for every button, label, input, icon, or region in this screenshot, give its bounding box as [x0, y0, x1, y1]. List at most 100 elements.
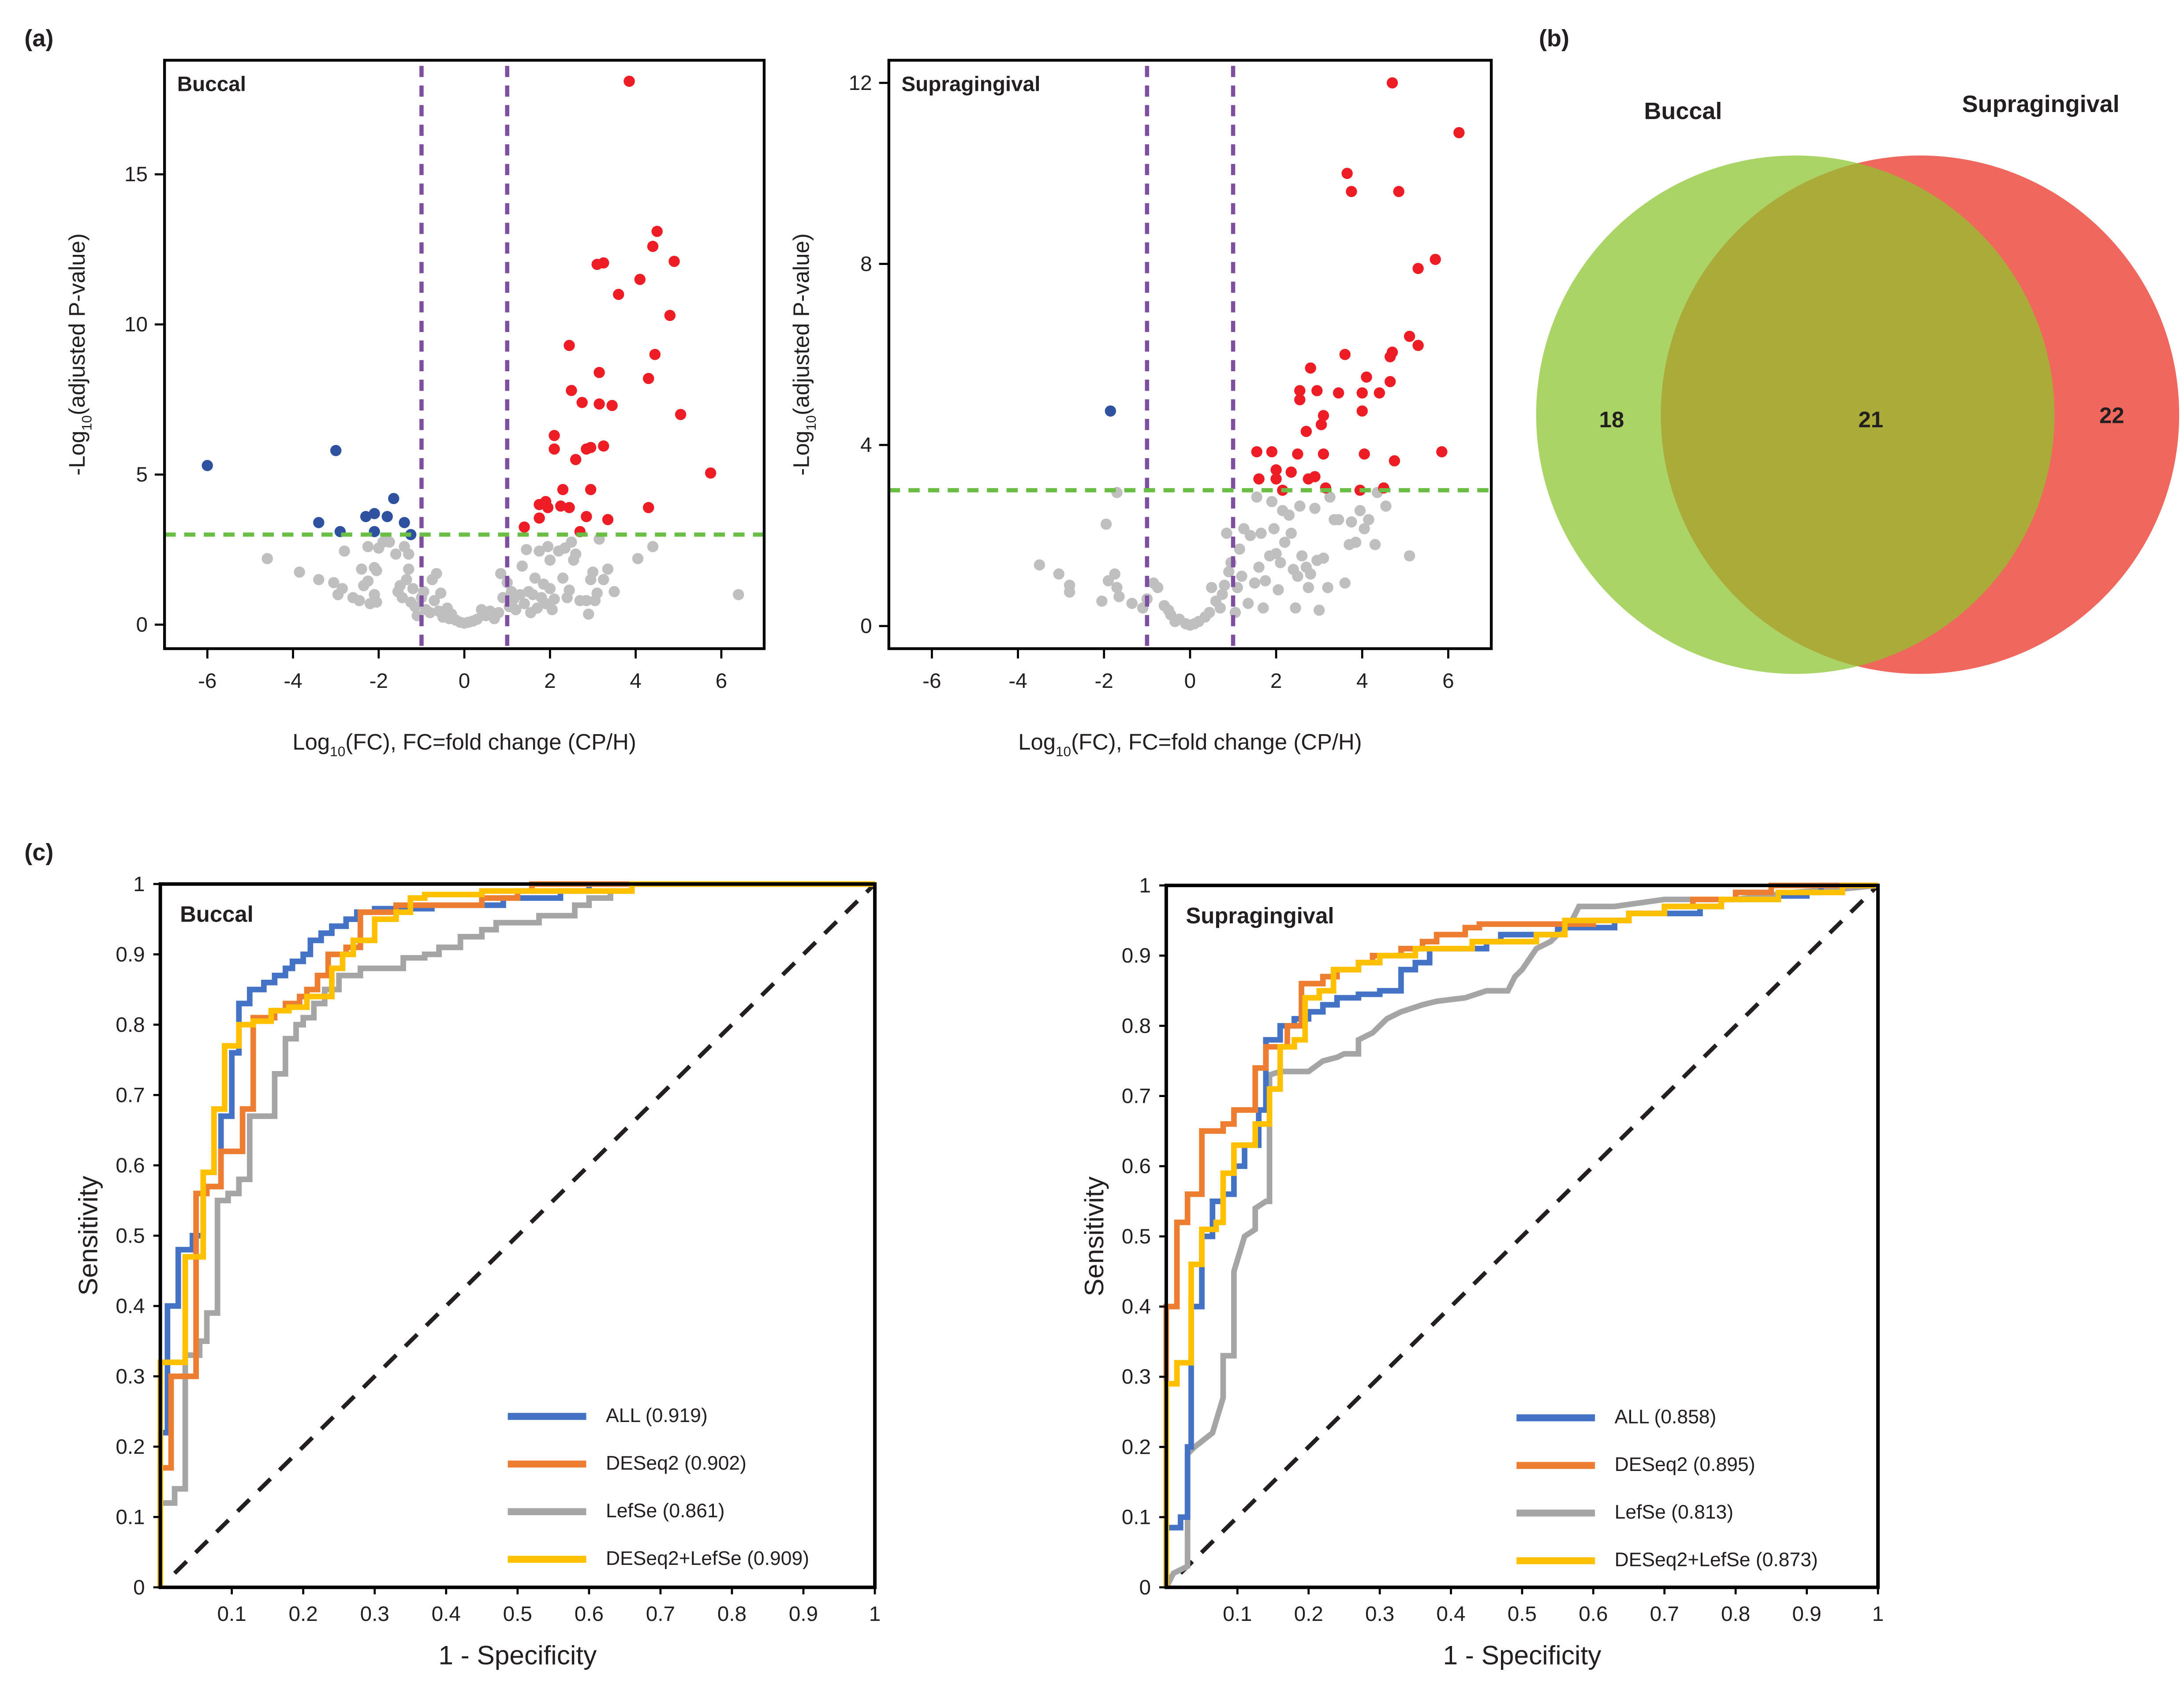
- y-axis-label: -Log10(adjusted P-value): [789, 233, 819, 475]
- point-upregulated: [1294, 394, 1306, 406]
- point-not-significant: [583, 608, 594, 620]
- y-tick-label: 0.9: [1122, 944, 1151, 967]
- point-upregulated: [1404, 331, 1415, 342]
- point-not-significant: [1270, 548, 1282, 560]
- point-downregulated: [388, 493, 399, 504]
- y-tick-label: 0.1: [1122, 1506, 1151, 1529]
- point-upregulated: [576, 397, 588, 408]
- x-tick-label: -2: [1095, 669, 1113, 693]
- y-tick-label: 4: [860, 433, 872, 457]
- x-axis-label-part: Log: [292, 729, 330, 754]
- point-not-significant: [647, 541, 659, 552]
- panel-label-b: (b): [1539, 25, 1569, 52]
- point-not-significant: [587, 566, 599, 578]
- point-upregulated: [1389, 455, 1400, 467]
- point-upregulated: [1384, 376, 1396, 388]
- x-axis-label-subscript: 10: [330, 743, 345, 759]
- point-upregulated: [1270, 464, 1282, 476]
- point-downregulated: [399, 517, 410, 528]
- y-tick-label: 0.2: [1122, 1435, 1151, 1459]
- x-tick-label: -4: [284, 669, 302, 693]
- y-tick-label: 0.2: [116, 1435, 145, 1459]
- point-upregulated: [594, 398, 605, 410]
- point-not-significant: [544, 554, 556, 566]
- x-axis-label-part: Log: [1018, 729, 1056, 754]
- point-not-significant: [1219, 579, 1230, 591]
- x-axis-label: Log10(FC), FC=fold change (CP/H): [292, 729, 636, 759]
- point-not-significant: [1354, 505, 1366, 516]
- y-tick-label: 0.8: [1122, 1014, 1151, 1038]
- x-tick-label: 1: [1872, 1602, 1884, 1626]
- venn-count-buccal-only: 18: [1599, 407, 1624, 432]
- panel-label-c: (c): [24, 839, 53, 866]
- plot-title: Buccal: [180, 902, 254, 927]
- point-not-significant: [1217, 589, 1228, 600]
- y-tick-label: 10: [124, 313, 148, 336]
- point-not-significant: [294, 566, 305, 578]
- point-not-significant: [1313, 605, 1325, 616]
- roc-curve-deseq2-lefse: [1163, 882, 1878, 1587]
- point-not-significant: [339, 545, 350, 557]
- point-not-significant: [1292, 571, 1303, 582]
- point-not-significant: [1258, 602, 1269, 614]
- point-not-significant: [1221, 527, 1232, 539]
- point-upregulated: [1412, 340, 1424, 351]
- y-tick-label: 0: [860, 615, 872, 638]
- point-not-significant: [1249, 577, 1261, 589]
- venn-count-overlap: 21: [1858, 407, 1883, 432]
- point-not-significant: [471, 613, 483, 625]
- legend-label: ALL (0.919): [606, 1405, 708, 1426]
- point-upregulated: [566, 384, 577, 396]
- point-upregulated: [1436, 446, 1448, 458]
- point-not-significant: [1296, 550, 1308, 562]
- point-not-significant: [1339, 577, 1351, 589]
- x-tick-label: 0.8: [717, 1602, 747, 1626]
- x-tick-label: 0.5: [503, 1602, 532, 1626]
- legend-label: DESeq2 (0.902): [606, 1452, 747, 1474]
- point-not-significant: [581, 595, 592, 606]
- point-upregulated: [705, 467, 717, 479]
- point-not-significant: [516, 560, 528, 572]
- point-upregulated: [549, 429, 560, 441]
- point-upregulated: [664, 310, 676, 321]
- y-tick-label: 0: [1139, 1576, 1151, 1599]
- x-axis-label-subscript: 10: [1056, 743, 1071, 759]
- point-not-significant: [390, 548, 402, 560]
- roc-plot-buccal: 0.1 0.2 0.3 0.4 0.5 0.6 0.7 0.8 0.9 1 0 0.1 0.2 0.3 0.…: [73, 873, 881, 1670]
- plot-title: Supragingival: [901, 73, 1040, 96]
- y-tick-label: 1: [133, 873, 145, 896]
- roc-curve-deseq2-lefse: [157, 881, 875, 1587]
- point-not-significant: [1346, 516, 1357, 528]
- x-tick-label: 0.2: [289, 1602, 318, 1626]
- point-upregulated: [1453, 127, 1465, 138]
- point-not-significant: [424, 607, 436, 619]
- point-not-significant: [1253, 561, 1265, 573]
- plot-frame: [163, 59, 766, 650]
- point-upregulated: [1386, 77, 1398, 89]
- plot-title: Supragingival: [1186, 903, 1334, 928]
- y-tick-label: 15: [124, 163, 148, 186]
- point-downregulated: [360, 511, 372, 523]
- point-not-significant: [1234, 543, 1245, 555]
- point-not-significant: [495, 568, 507, 579]
- x-tick-label: 0.8: [1721, 1602, 1750, 1626]
- point-not-significant: [1404, 550, 1415, 562]
- point-upregulated: [1374, 387, 1385, 399]
- point-not-significant: [1244, 530, 1256, 541]
- plot-frame: [887, 59, 1493, 650]
- point-upregulated: [557, 484, 569, 495]
- point-not-significant: [1204, 607, 1215, 618]
- point-not-significant: [1126, 597, 1138, 609]
- x-tick-label: 0.2: [1294, 1602, 1323, 1626]
- point-upregulated: [1412, 263, 1424, 274]
- x-tick-label: 0.1: [1223, 1602, 1252, 1626]
- roc-curve-all: [1163, 882, 1878, 1587]
- point-not-significant: [1363, 514, 1374, 526]
- point-upregulated: [549, 443, 560, 455]
- x-tick-label: -2: [370, 669, 388, 693]
- point-not-significant: [1214, 602, 1226, 614]
- x-tick-label: 2: [1270, 669, 1282, 693]
- point-upregulated: [675, 409, 687, 420]
- point-upregulated: [1315, 419, 1327, 430]
